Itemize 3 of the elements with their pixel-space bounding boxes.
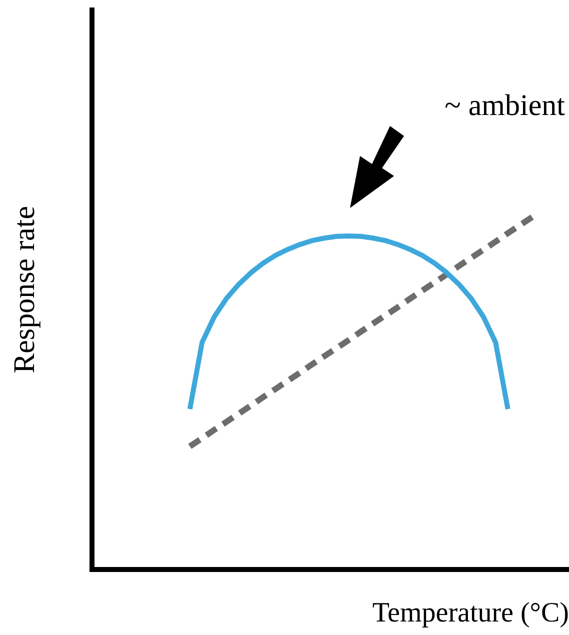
x-axis-title: Temperature (°C) [372,598,569,629]
y-axis-title: Response rate [8,206,41,374]
text: ~ ambient [444,88,566,122]
